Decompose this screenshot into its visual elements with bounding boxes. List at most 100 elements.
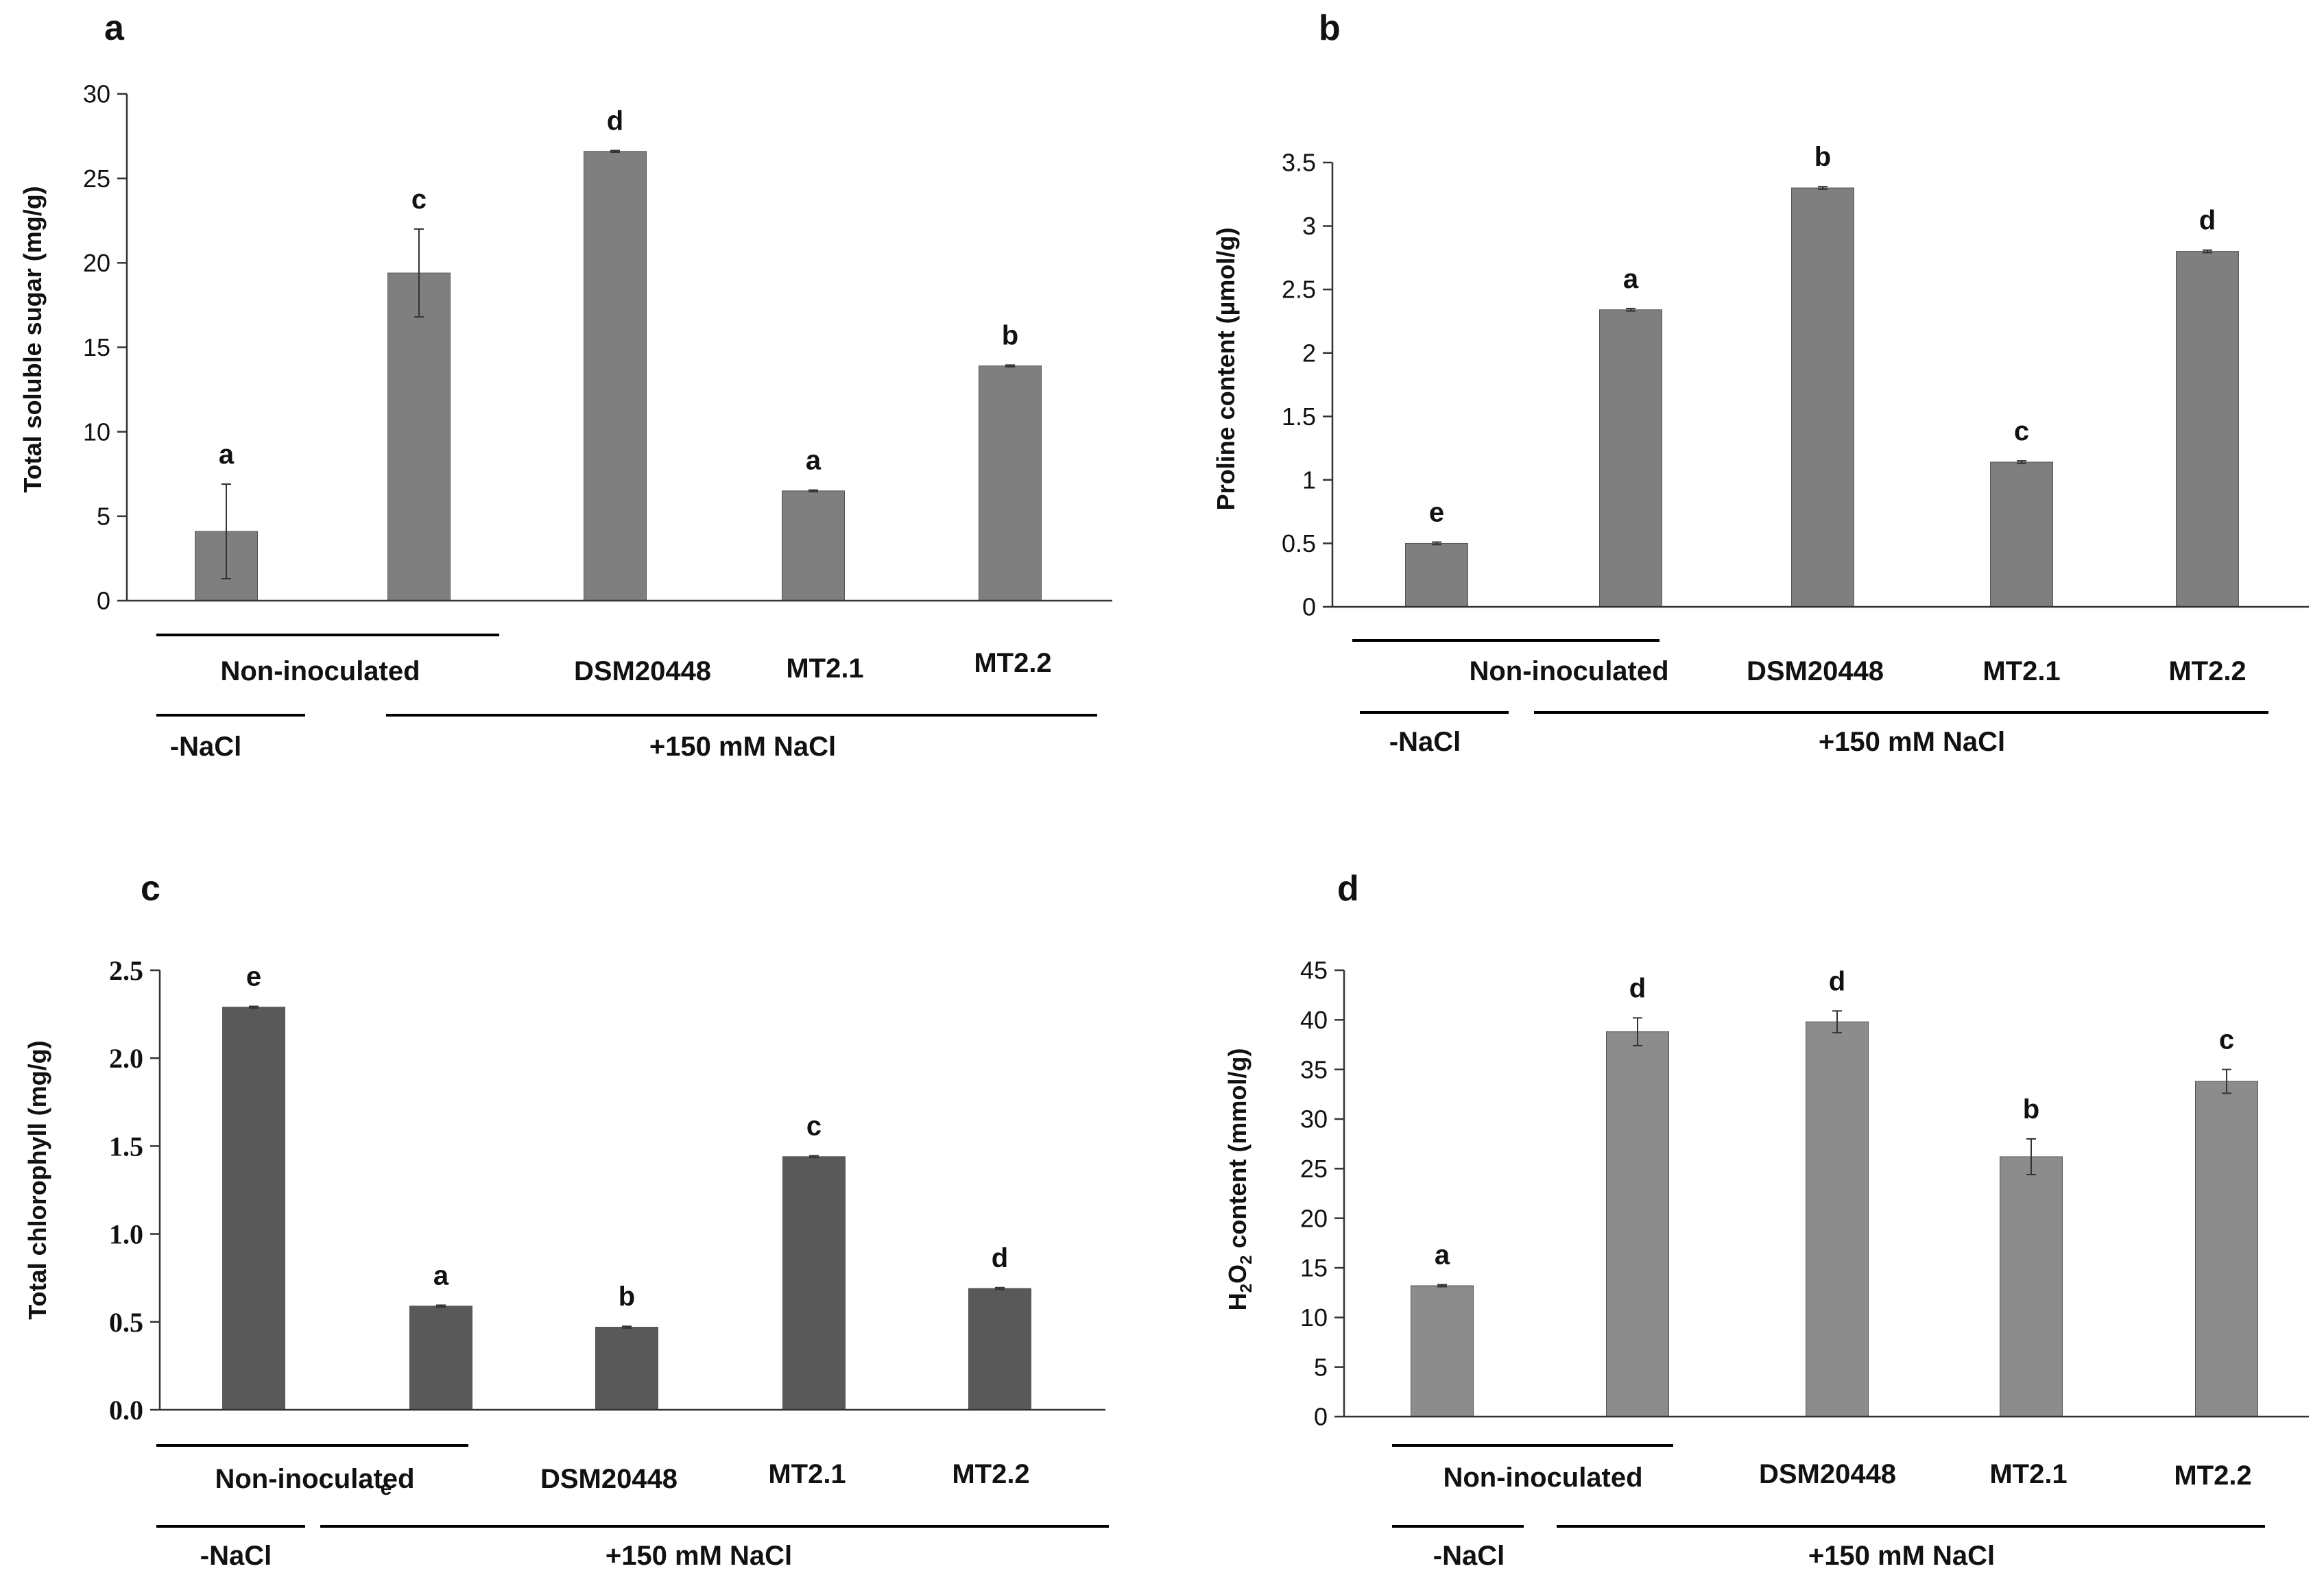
- panel-b-non-inoculated-label: Non-inoculated: [1469, 656, 1668, 686]
- panel-b-y-tick-label: 0.5: [1282, 529, 1316, 557]
- panel-c-y-axis-title: Total chlorophyll (mg/g): [23, 1040, 51, 1319]
- panel-a-letter: a: [104, 8, 125, 48]
- panel-c-plus-nacl-label: +150 mM NaCl: [606, 1541, 792, 1571]
- panel-b-bar: [1791, 187, 1854, 608]
- panel-a-y-axis-title: Total soluble sugar (mg/g): [19, 186, 47, 492]
- panel-c-category-label-dsm20448: DSM20448: [540, 1464, 678, 1494]
- panel-b-category-label-mt2-1: MT2.1: [1982, 656, 2060, 686]
- panel-d-y-tick-label: 25: [1300, 1155, 1328, 1183]
- panel-d-significance-letter: c: [2219, 1025, 2234, 1055]
- panel-b-significance-letter: a: [1623, 264, 1639, 294]
- panel-d-y-axis-title-h: H: [1223, 1293, 1251, 1310]
- panel-d-y-tick-label: 0: [1314, 1403, 1328, 1431]
- panel-c-significance-letter: c: [806, 1112, 822, 1142]
- panel-a-y-tick-label: 20: [83, 249, 110, 277]
- panel-b-y-tick-label: 2.5: [1282, 276, 1316, 304]
- panel-b-bar: [2176, 251, 2239, 608]
- panel-d-significance-letter: d: [1629, 973, 1646, 1003]
- panel-d-y-tick-label: 45: [1300, 957, 1328, 985]
- panel-b-significance-letter: b: [1814, 142, 1831, 172]
- panel-c-stray-letter: e: [381, 1477, 392, 1500]
- panel-b-y-tick-label: 1.5: [1282, 402, 1316, 431]
- panel-c-significance-letter: b: [619, 1282, 635, 1312]
- panel-a-y-tick-label: 5: [97, 502, 110, 530]
- panel-a-chart: a Total soluble sugar (mg/g) 0 5 10 15 20 25 3…: [19, 8, 1112, 762]
- panel-b-category-label-mt2-2: MT2.2: [2168, 656, 2246, 686]
- panel-a-bar: [387, 272, 451, 601]
- panel-c-y-tick-label: 1.0: [109, 1219, 143, 1250]
- panel-b-y-ticks: 0 0.5 1 1.5 2 2.5 3 3.5: [1282, 149, 1332, 621]
- panel-d-significance-letter: d: [1829, 966, 1845, 996]
- panel-c-bar: [222, 1007, 285, 1410]
- panel-a-minus-nacl-label: -NaCl: [170, 732, 241, 762]
- panel-a-category-label-dsm20448: DSM20448: [574, 656, 711, 686]
- panel-a-y-tick-label: 0: [97, 587, 110, 615]
- panel-a-bar: [782, 490, 845, 601]
- panel-a-non-inoculated-label: Non-inoculated: [220, 656, 420, 686]
- panel-a-category-label-mt2-2: MT2.2: [974, 648, 1051, 678]
- panel-a-bars: a c d a b: [195, 106, 1042, 601]
- panel-c-letter: c: [141, 869, 160, 909]
- panel-d-category-label-mt2-1: MT2.1: [1989, 1459, 2067, 1489]
- panel-b-significance-letter: e: [1429, 498, 1444, 528]
- panel-a-plus-nacl-label: +150 mM NaCl: [649, 732, 836, 762]
- panel-d-y-tick-label: 20: [1300, 1204, 1328, 1232]
- panel-d-category-label-mt2-2: MT2.2: [2174, 1461, 2251, 1491]
- panel-d-minus-nacl-label: -NaCl: [1433, 1541, 1505, 1571]
- panel-a-significance-letter: b: [1002, 320, 1018, 350]
- panel-c-bars: e a b c d: [222, 962, 1031, 1410]
- panel-b-bar: [1990, 461, 2053, 608]
- panel-c-y-tick-label: 0.5: [109, 1307, 143, 1338]
- panel-c-category-label-mt2-2: MT2.2: [952, 1459, 1029, 1489]
- panel-b-chart: b Proline content (µmol/g) 0 0.5 1 1.5 2 2.5 3…: [1212, 8, 2309, 757]
- panel-d-y-axis-title-sub1: 2: [1237, 1284, 1256, 1293]
- panel-d-letter: d: [1337, 869, 1359, 909]
- panel-d-significance-letter: a: [1435, 1240, 1450, 1271]
- panel-d-bar: [1606, 1031, 1669, 1417]
- panel-a-y-tick-label: 15: [83, 333, 110, 361]
- panel-b-significance-letter: c: [2014, 416, 2029, 446]
- panel-d-bar: [1806, 1021, 1869, 1417]
- panel-a-y-tick-label: 30: [83, 80, 110, 108]
- panel-b-y-tick-label: 1: [1302, 466, 1316, 494]
- panel-d-y-tick-label: 10: [1300, 1303, 1328, 1332]
- panel-b-category-label-dsm20448: DSM20448: [1747, 656, 1884, 686]
- panel-a-significance-letter: a: [806, 446, 822, 476]
- panel-c-non-inoculated-label: Non-inoculated: [215, 1464, 414, 1494]
- panel-a-significance-letter: c: [411, 184, 427, 215]
- panel-d-y-tick-label: 5: [1314, 1353, 1328, 1381]
- panel-a-y-ticks: 0 5 10 15 20 25 30: [83, 80, 127, 615]
- panel-b-y-tick-label: 3: [1302, 212, 1316, 240]
- panel-c-y-ticks: 0.0 0.5 1.0 1.5 2.0 2.5: [109, 955, 160, 1426]
- panel-a-significance-letter: d: [607, 106, 623, 136]
- panel-c-minus-nacl-label: -NaCl: [200, 1541, 272, 1571]
- panel-d-bar: [1411, 1285, 1474, 1417]
- panel-d-y-axis-title-o: O: [1223, 1264, 1251, 1284]
- panel-c-significance-letter: a: [433, 1260, 449, 1290]
- panel-d-y-tick-label: 15: [1300, 1254, 1328, 1282]
- panel-b-minus-nacl-label: -NaCl: [1389, 727, 1461, 757]
- panel-d-plus-nacl-label: +150 mM NaCl: [1808, 1541, 1995, 1571]
- panel-b-y-tick-label: 3.5: [1282, 149, 1316, 177]
- panel-a-bar: [584, 151, 647, 601]
- panel-d-bar: [2000, 1156, 2063, 1417]
- panel-b-bars: e a b c d: [1405, 142, 2239, 608]
- panel-b-significance-letter: d: [2199, 206, 2216, 236]
- panel-c-y-tick-label: 1.5: [109, 1131, 143, 1162]
- panel-d-y-axis-title-rest: content (mmol/g): [1223, 1048, 1251, 1255]
- panel-a-y-tick-label: 25: [83, 165, 110, 193]
- panel-c-bar: [968, 1288, 1031, 1410]
- panel-c-y-tick-label: 0.0: [109, 1395, 143, 1426]
- panel-b-y-axis-title: Proline content (µmol/g): [1212, 228, 1240, 511]
- panel-b-bar: [1405, 542, 1468, 608]
- panel-d-category-label-dsm20448: DSM20448: [1759, 1459, 1896, 1489]
- panel-d-y-tick-label: 35: [1300, 1055, 1328, 1083]
- panel-d-y-ticks: 0 5 10 15 20 25 30 35 40 45: [1300, 957, 1344, 1431]
- panel-d-y-axis-title-sub2: 2: [1237, 1255, 1256, 1264]
- panel-b-plus-nacl-label: +150 mM NaCl: [1819, 727, 2005, 757]
- panel-b-bar: [1599, 309, 1662, 608]
- panel-d-significance-letter: b: [2023, 1094, 2039, 1125]
- panel-c-significance-letter: e: [246, 962, 261, 992]
- panel-d-bars: a d d b c: [1411, 966, 2258, 1417]
- panel-c-bar: [595, 1326, 658, 1410]
